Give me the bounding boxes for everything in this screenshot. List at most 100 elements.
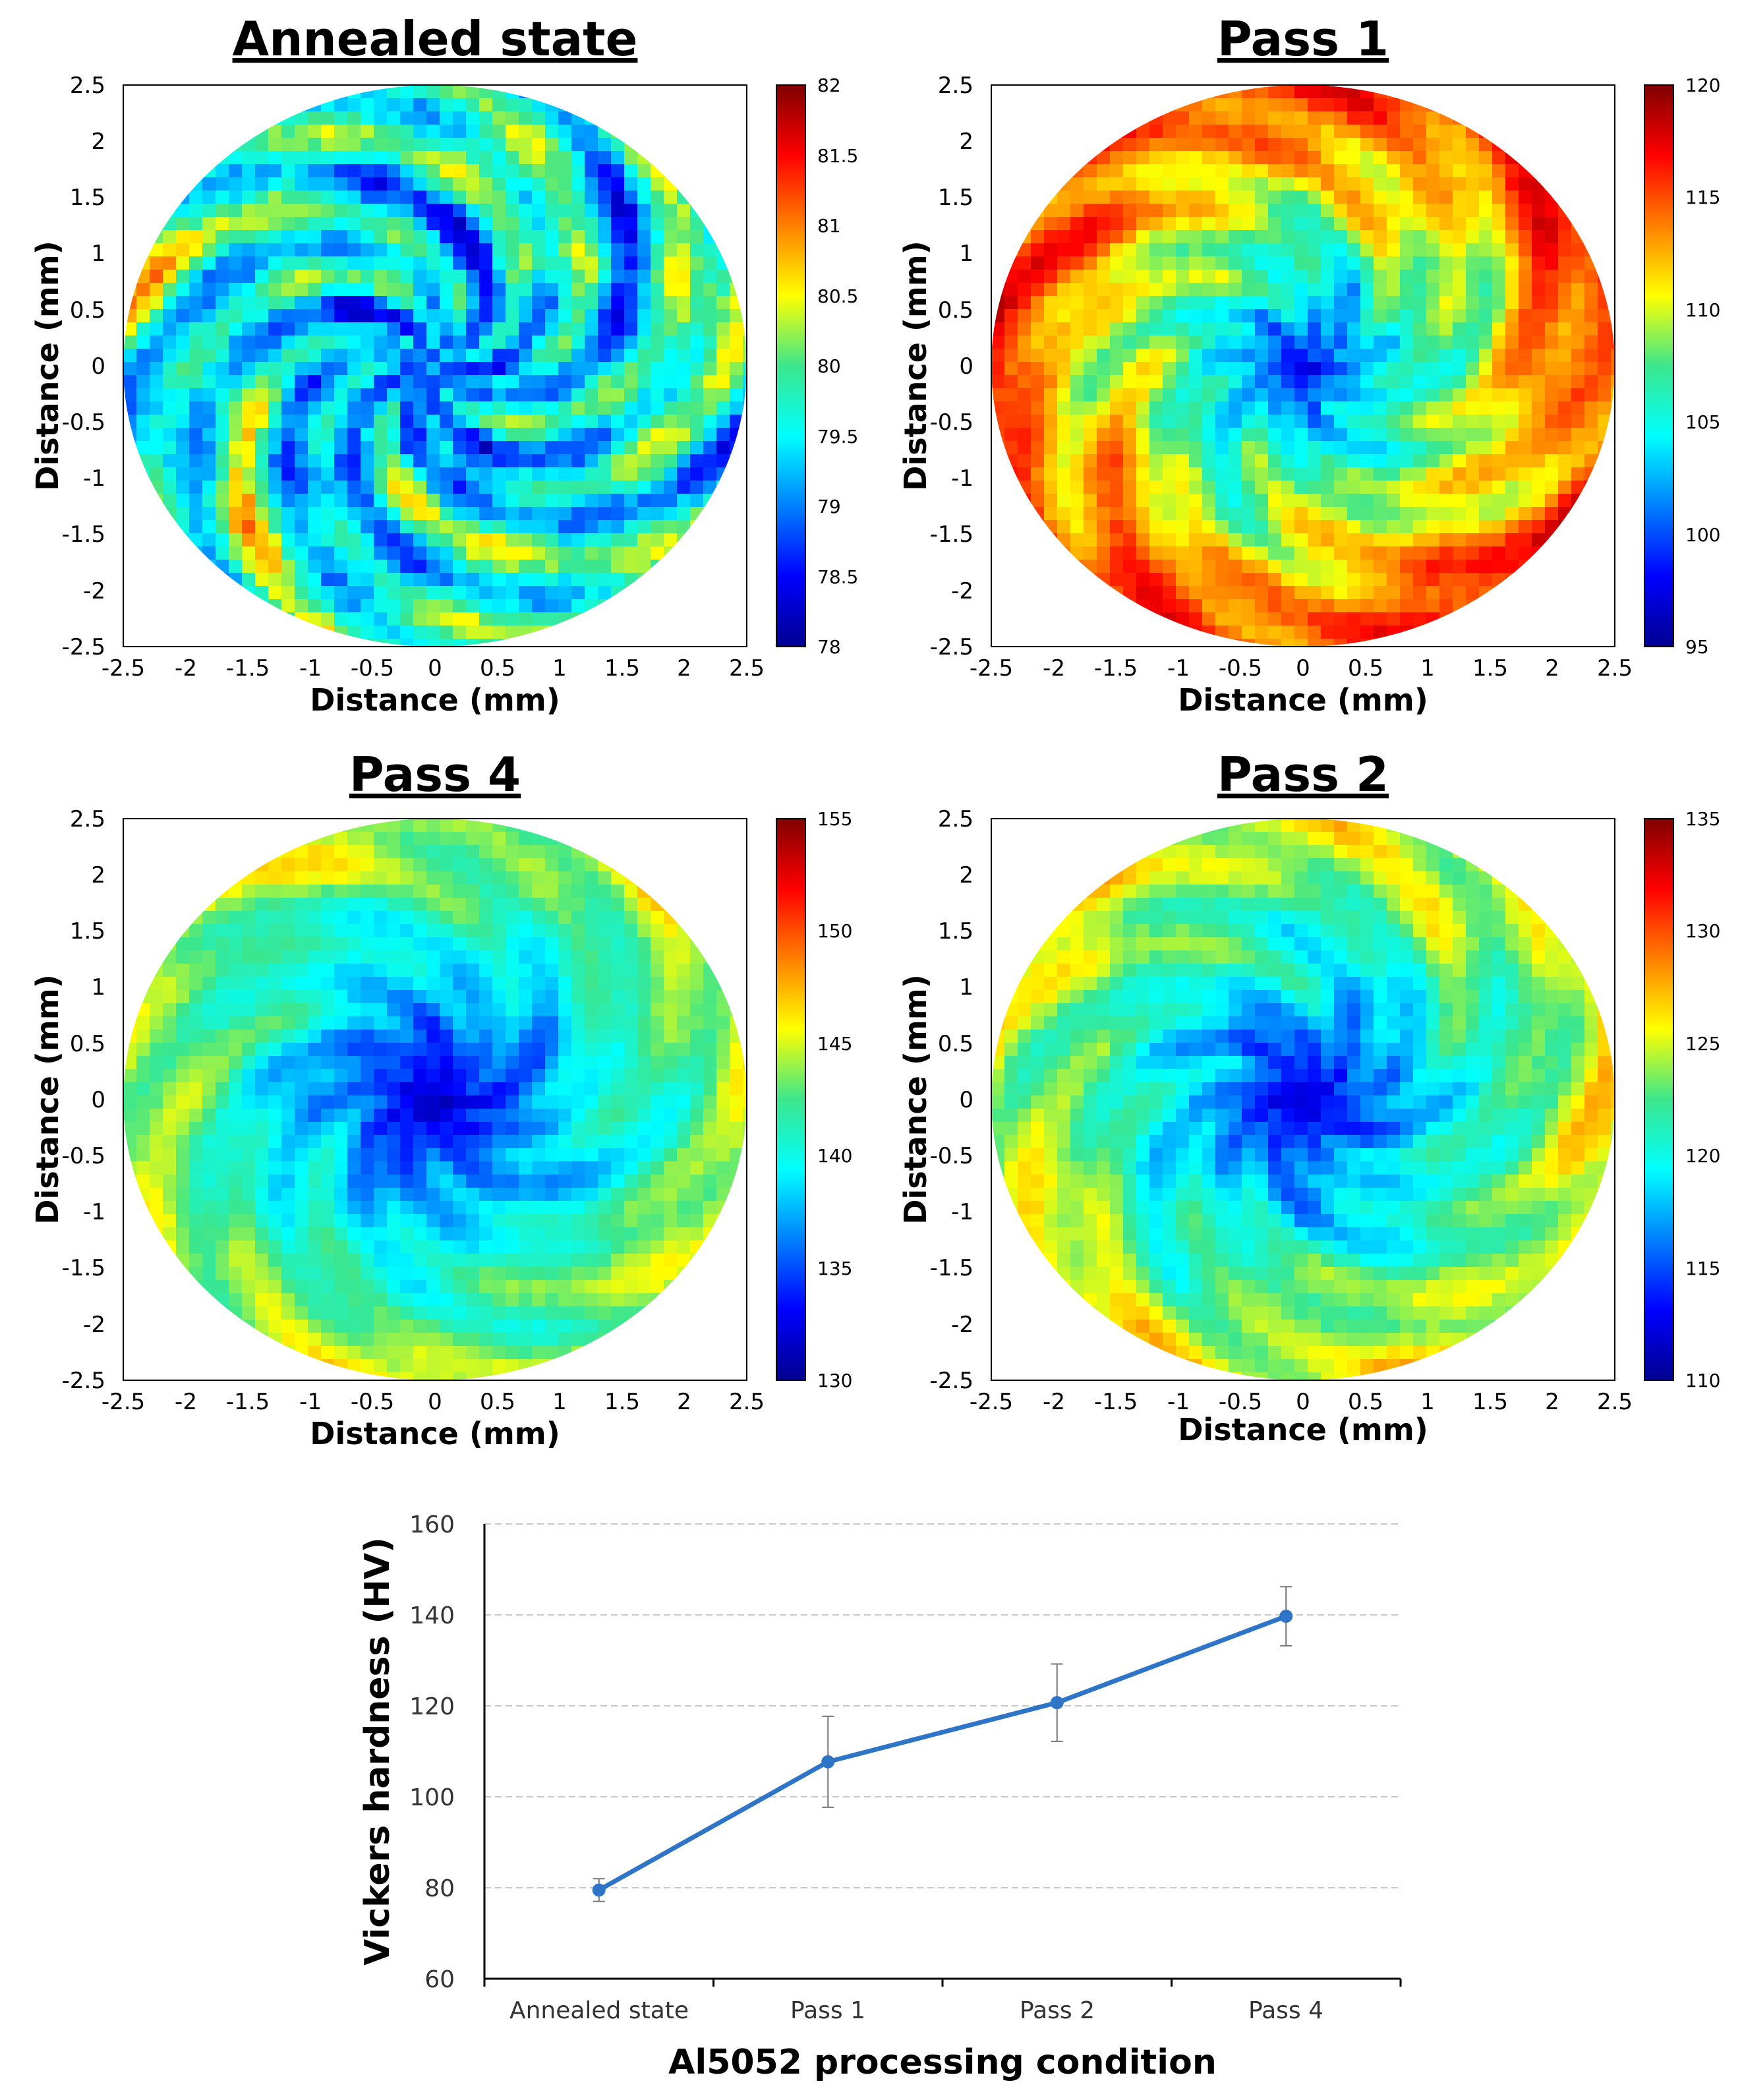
heatmap-cell	[255, 217, 269, 231]
heatmap-cell	[453, 832, 467, 846]
heatmap-cell	[413, 1082, 427, 1096]
heatmap-cell	[202, 388, 216, 402]
heatmap-cell	[1189, 494, 1203, 508]
heatmap-cell	[624, 1161, 638, 1175]
heatmap-cell	[295, 924, 308, 938]
heatmap-cell	[716, 494, 730, 508]
heatmap-cell	[743, 283, 747, 297]
heatmap-cell	[585, 845, 598, 859]
heatmap-cell	[1189, 125, 1203, 138]
heatmap-cell	[677, 467, 691, 481]
x-tick-label: -0.5	[351, 655, 394, 682]
heatmap-cell	[281, 283, 295, 297]
heatmap-cell	[229, 125, 243, 138]
heatmap-cell	[1215, 454, 1229, 468]
heatmap-cell	[1097, 428, 1111, 442]
heatmap-cell	[716, 1227, 730, 1241]
heatmap-cell	[571, 964, 585, 977]
heatmap-cell	[163, 950, 177, 964]
heatmap-cell	[1110, 441, 1124, 455]
heatmap-cell	[413, 1175, 427, 1188]
heatmap-cell	[991, 401, 1005, 415]
heatmap-cell	[1281, 467, 1295, 481]
colorbar-tick: 120	[1685, 74, 1720, 96]
heatmap-cell	[242, 1175, 256, 1188]
heatmap-cell	[163, 309, 177, 323]
heatmap-cell	[1149, 256, 1163, 270]
heatmap-cell	[1308, 454, 1321, 468]
heatmap-cell	[229, 1161, 243, 1175]
heatmap-cell	[624, 151, 638, 165]
heatmap-cell	[611, 1135, 625, 1149]
heatmap-cell	[492, 586, 506, 600]
heatmap-cell	[1374, 388, 1387, 402]
heatmap-cell	[440, 1082, 453, 1096]
heatmap-cell	[492, 335, 506, 349]
heatmap-cell	[1505, 533, 1519, 547]
heatmap-cell	[295, 560, 308, 573]
heatmap-cell	[1229, 164, 1242, 178]
heatmap-cell	[1505, 256, 1519, 270]
heatmap-cell	[453, 204, 467, 218]
heatmap-cell	[1044, 533, 1058, 547]
heatmap-cell	[1149, 125, 1163, 138]
heatmap-cell	[519, 270, 533, 283]
heatmap-cell	[176, 349, 190, 363]
heatmap-cell	[624, 388, 638, 402]
heatmap-cell	[1519, 481, 1532, 494]
heatmap-cell	[664, 885, 678, 898]
heatmap-cell	[334, 924, 348, 938]
heatmap-cell	[216, 898, 229, 912]
heatmap-cell	[242, 467, 256, 481]
heatmap-cell	[1308, 138, 1321, 152]
heatmap-cell	[598, 1082, 612, 1096]
heatmap-cell	[637, 467, 651, 481]
heatmap-cell	[1334, 520, 1348, 534]
heatmap-cell	[1571, 401, 1585, 415]
heatmap-cell	[176, 230, 190, 244]
heatmap-cell	[1321, 349, 1335, 363]
heatmap-cell	[558, 1214, 572, 1228]
heatmap-cell	[374, 1109, 388, 1123]
heatmap-cell	[466, 1056, 480, 1070]
heatmap-cell	[1492, 573, 1506, 587]
heatmap-cell	[347, 1069, 361, 1083]
heatmap-cell	[176, 217, 190, 231]
heatmap-cell	[558, 270, 572, 283]
heatmap-cell	[1532, 151, 1546, 165]
heatmap-cell	[308, 964, 322, 977]
heatmap-cell	[466, 885, 480, 898]
heatmap-cell	[1321, 467, 1335, 481]
heatmap-cell	[123, 309, 137, 323]
heatmap-cell	[545, 845, 559, 859]
heatmap-cell	[1360, 98, 1374, 112]
heatmap-cell	[361, 349, 374, 363]
x-tick-label: 1.5	[1472, 655, 1508, 682]
heatmap-cell	[1070, 401, 1084, 415]
heatmap-cell	[347, 1056, 361, 1070]
heatmap-cell	[400, 626, 414, 639]
heatmap-cell	[1255, 243, 1269, 257]
heatmap-cell	[1084, 349, 1097, 363]
heatmap-cell	[361, 1095, 374, 1109]
heatmap-cell	[664, 322, 678, 336]
heatmap-cell	[229, 546, 243, 560]
heatmap-cell	[677, 190, 691, 204]
heatmap-cell	[1400, 560, 1414, 573]
heatmap-cell	[611, 1175, 625, 1188]
heatmap-cell	[545, 858, 559, 872]
heatmap-cell	[1070, 243, 1084, 257]
heatmap-cell	[664, 1082, 678, 1096]
heatmap-cell	[176, 546, 190, 560]
heatmap-cell	[216, 1214, 229, 1228]
heatmap-cell	[387, 1227, 401, 1241]
heatmap-cell	[308, 937, 322, 951]
heatmap-cell	[440, 283, 453, 297]
heatmap-cell	[453, 164, 467, 178]
heatmap-cell	[321, 467, 335, 481]
heatmap-cell	[571, 1135, 585, 1149]
heatmap-cell	[1374, 560, 1387, 573]
heatmap-cell	[466, 1003, 480, 1017]
heatmap-cell	[651, 1056, 664, 1070]
heatmap-cell	[1018, 335, 1031, 349]
